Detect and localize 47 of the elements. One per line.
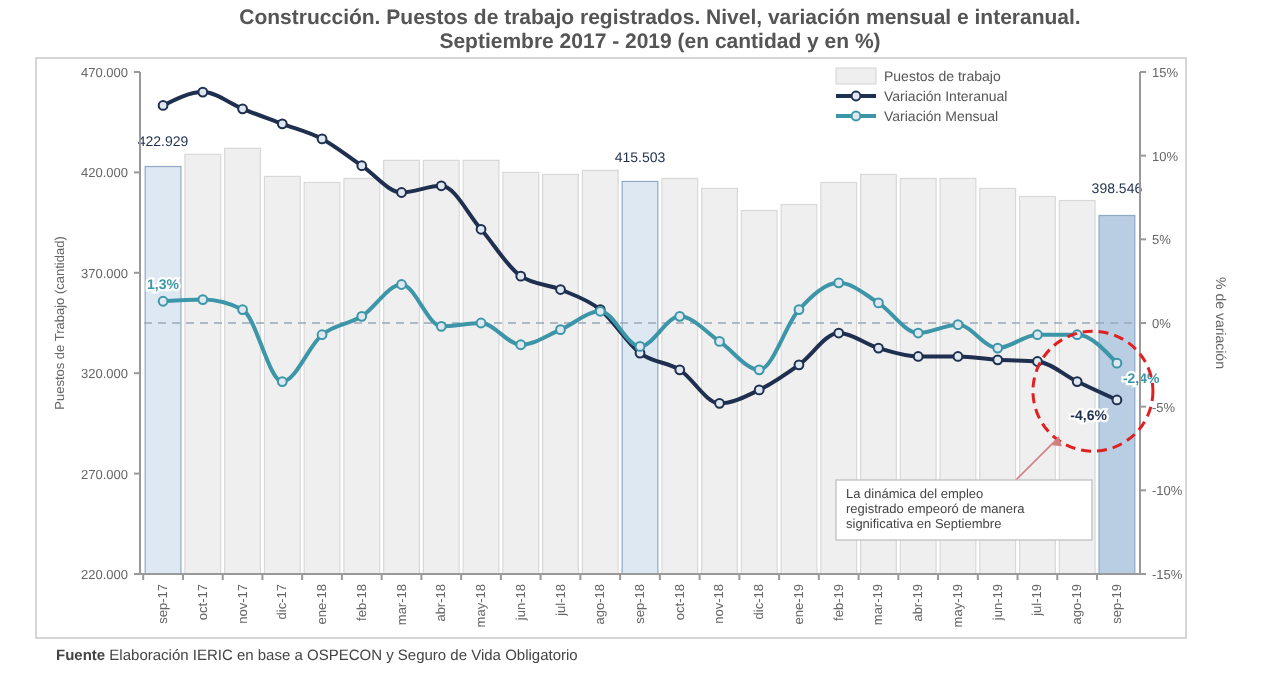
point [952,351,964,362]
point [753,364,765,376]
point [793,359,805,371]
point [157,100,169,111]
chart-subtitle: Septiembre 2017 - 2019 (en cantidad y en %) [439,30,881,54]
point [714,336,725,347]
point [912,327,924,339]
point [515,339,527,351]
point [157,295,169,307]
point [276,118,288,130]
chart-title: Construcción. Puestos de trabajo registrados. Nivel, variación mensual e interanual. [239,6,1081,30]
point [1111,357,1123,369]
point [316,133,328,145]
point [833,327,845,339]
point [197,294,209,305]
point [356,160,368,172]
point [793,304,805,316]
point [435,180,447,192]
point [197,86,209,98]
point [1071,376,1083,387]
point [276,376,288,387]
point [356,310,368,322]
point [396,279,407,290]
point [674,310,686,322]
point [1111,394,1123,406]
point [873,342,884,354]
point [237,103,248,115]
point [833,277,845,289]
point [952,319,964,331]
point [873,297,884,309]
point [396,187,407,198]
point [674,364,686,376]
point [475,317,487,329]
point [515,270,527,282]
point [992,342,1004,354]
point [237,304,248,316]
point [555,284,566,295]
point [475,223,487,235]
point [1032,329,1043,341]
point [992,354,1004,366]
point [316,329,328,341]
point [555,324,566,336]
point [714,397,725,409]
point [435,320,447,332]
point [634,341,646,352]
point [912,351,924,362]
point [753,384,765,396]
